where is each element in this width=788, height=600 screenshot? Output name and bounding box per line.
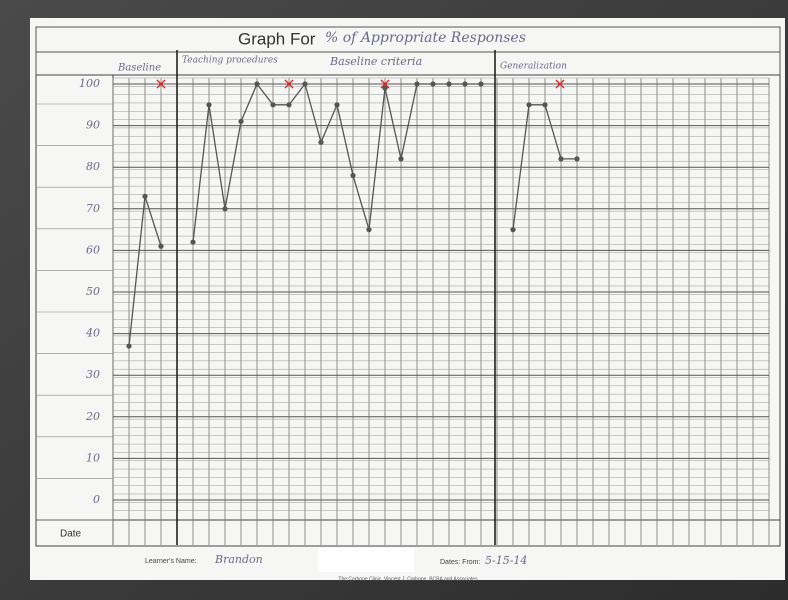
phase-label: Baseline criteria bbox=[329, 55, 422, 68]
data-point bbox=[446, 81, 451, 86]
y-tick-label: 40 bbox=[85, 327, 100, 340]
y-tick-label: 50 bbox=[86, 285, 100, 298]
footer: The Carbone Clinic, Vincent J. Carbone, … bbox=[338, 576, 478, 582]
chart-title: Graph For bbox=[238, 29, 316, 48]
data-point bbox=[350, 173, 355, 178]
dates-label: Dates: From: bbox=[440, 559, 481, 566]
data-point bbox=[142, 194, 147, 199]
data-point bbox=[158, 244, 163, 249]
data-point bbox=[366, 227, 371, 232]
data-point bbox=[270, 102, 275, 107]
y-tick-label: 100 bbox=[79, 77, 100, 90]
data-point bbox=[286, 102, 291, 107]
phase-label: Baseline bbox=[117, 63, 161, 74]
chart-subtitle: % of Appropriate Responses bbox=[325, 30, 526, 46]
chart: Graph For % of Appropriate Responses Bas… bbox=[0, 0, 788, 600]
phase-label: Generalization bbox=[500, 62, 567, 72]
data-point bbox=[574, 156, 579, 161]
data-point bbox=[126, 343, 131, 348]
redaction bbox=[318, 548, 414, 572]
data-point bbox=[254, 81, 259, 86]
data-point bbox=[430, 81, 435, 86]
learner-name: Brandon bbox=[214, 553, 263, 566]
data-point bbox=[318, 140, 323, 145]
data-point bbox=[542, 102, 547, 107]
data-point bbox=[302, 81, 307, 86]
data-point bbox=[526, 102, 531, 107]
y-tick-label: 0 bbox=[93, 493, 100, 506]
data-point bbox=[558, 156, 563, 161]
data-point bbox=[206, 102, 211, 107]
y-tick-label: 10 bbox=[86, 451, 100, 464]
phase-label: Teaching procedures bbox=[182, 56, 278, 66]
y-tick-label: 60 bbox=[86, 243, 100, 256]
data-point bbox=[334, 102, 339, 107]
date-label: Date bbox=[60, 529, 82, 540]
page: {"chart_data": {"type": "line", "title":… bbox=[0, 0, 788, 600]
y-tick-label: 30 bbox=[86, 368, 100, 381]
paper bbox=[30, 18, 785, 580]
data-point bbox=[414, 81, 419, 86]
data-point bbox=[238, 119, 243, 124]
data-point bbox=[398, 156, 403, 161]
data-point bbox=[462, 81, 467, 86]
y-tick-label: 20 bbox=[85, 410, 100, 423]
learner-label: Learner's Name: bbox=[145, 558, 197, 565]
y-tick-label: 80 bbox=[86, 160, 100, 173]
data-point bbox=[222, 206, 227, 211]
y-tick-label: 90 bbox=[86, 119, 100, 132]
data-point bbox=[190, 239, 195, 244]
data-point bbox=[510, 227, 515, 232]
y-tick-label: 70 bbox=[86, 202, 100, 215]
dates-value: 5-15-14 bbox=[485, 554, 527, 567]
data-point bbox=[478, 81, 483, 86]
